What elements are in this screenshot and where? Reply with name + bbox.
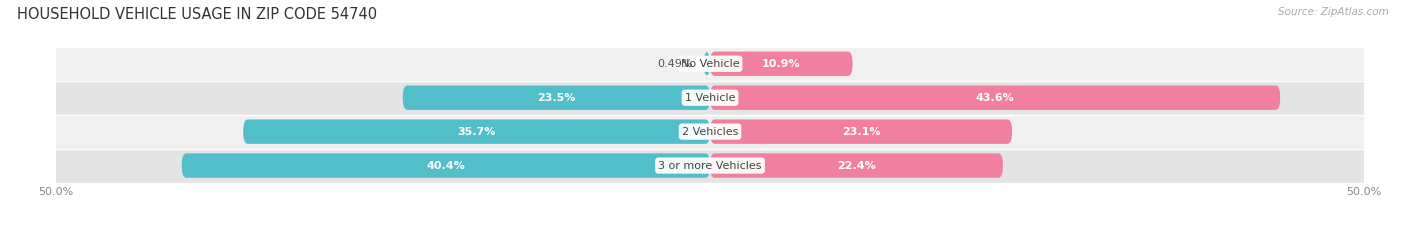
Bar [56, 47, 1364, 81]
Text: 10.9%: 10.9% [762, 59, 800, 69]
Text: 23.5%: 23.5% [537, 93, 575, 103]
FancyBboxPatch shape [710, 51, 852, 76]
FancyBboxPatch shape [710, 153, 1002, 178]
Text: 23.1%: 23.1% [842, 127, 880, 137]
Text: 43.6%: 43.6% [976, 93, 1015, 103]
Text: 22.4%: 22.4% [837, 161, 876, 171]
Text: 1 Vehicle: 1 Vehicle [685, 93, 735, 103]
Text: 2 Vehicles: 2 Vehicles [682, 127, 738, 137]
Bar [56, 115, 1364, 149]
Text: 40.4%: 40.4% [426, 161, 465, 171]
Text: 0.49%: 0.49% [658, 59, 693, 69]
Text: Source: ZipAtlas.com: Source: ZipAtlas.com [1278, 7, 1389, 17]
FancyBboxPatch shape [243, 119, 710, 144]
Text: 35.7%: 35.7% [457, 127, 496, 137]
FancyBboxPatch shape [710, 119, 1012, 144]
FancyBboxPatch shape [703, 51, 710, 76]
FancyBboxPatch shape [402, 85, 710, 110]
FancyBboxPatch shape [710, 85, 1279, 110]
FancyBboxPatch shape [181, 153, 710, 178]
Text: 3 or more Vehicles: 3 or more Vehicles [658, 161, 762, 171]
Text: No Vehicle: No Vehicle [681, 59, 740, 69]
Text: HOUSEHOLD VEHICLE USAGE IN ZIP CODE 54740: HOUSEHOLD VEHICLE USAGE IN ZIP CODE 5474… [17, 7, 377, 22]
Bar [56, 81, 1364, 115]
Bar [56, 149, 1364, 183]
